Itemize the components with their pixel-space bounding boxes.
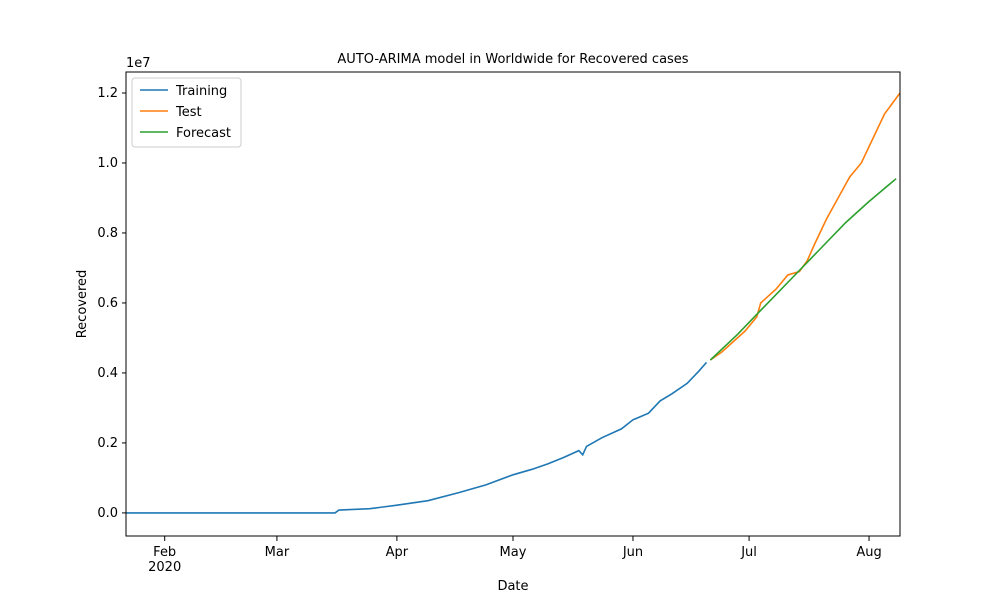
y-tick-label: 1.0	[97, 156, 118, 171]
y-tick-label: 0.8	[97, 226, 118, 241]
y-tick-label: 0.4	[97, 366, 118, 381]
series-line	[126, 361, 708, 514]
series-line	[709, 92, 901, 361]
x-tick-label: Jul	[740, 545, 757, 560]
x-tick-label: Feb	[153, 545, 176, 560]
x-tick-label: May	[500, 545, 527, 560]
x-year-label: 2020	[148, 560, 181, 575]
legend-label: Training	[175, 84, 227, 99]
y-axis-label: Recovered	[75, 270, 90, 339]
x-tick-label: Mar	[265, 545, 290, 560]
x-tick-label: Aug	[856, 545, 881, 560]
y-tick-label: 0.2	[97, 436, 118, 451]
plot-frame	[125, 71, 901, 537]
series-line	[709, 178, 897, 361]
legend-box	[131, 77, 242, 148]
y-offset-label: 1e7	[126, 56, 151, 71]
legend-label: Forecast	[176, 126, 231, 141]
y-tick-label: 0.6	[97, 296, 118, 311]
x-axis-label: Date	[497, 579, 528, 594]
legend-label: Test	[175, 105, 202, 120]
x-tick-label: Jun	[622, 545, 643, 560]
chart-title: AUTO-ARIMA model in Worldwide for Recove…	[337, 52, 688, 67]
y-tick-label: 1.2	[97, 86, 118, 101]
x-tick-label: Apr	[386, 545, 409, 560]
y-tick-label: 0.0	[97, 506, 118, 521]
legend: Training Test Forecast	[131, 77, 242, 148]
